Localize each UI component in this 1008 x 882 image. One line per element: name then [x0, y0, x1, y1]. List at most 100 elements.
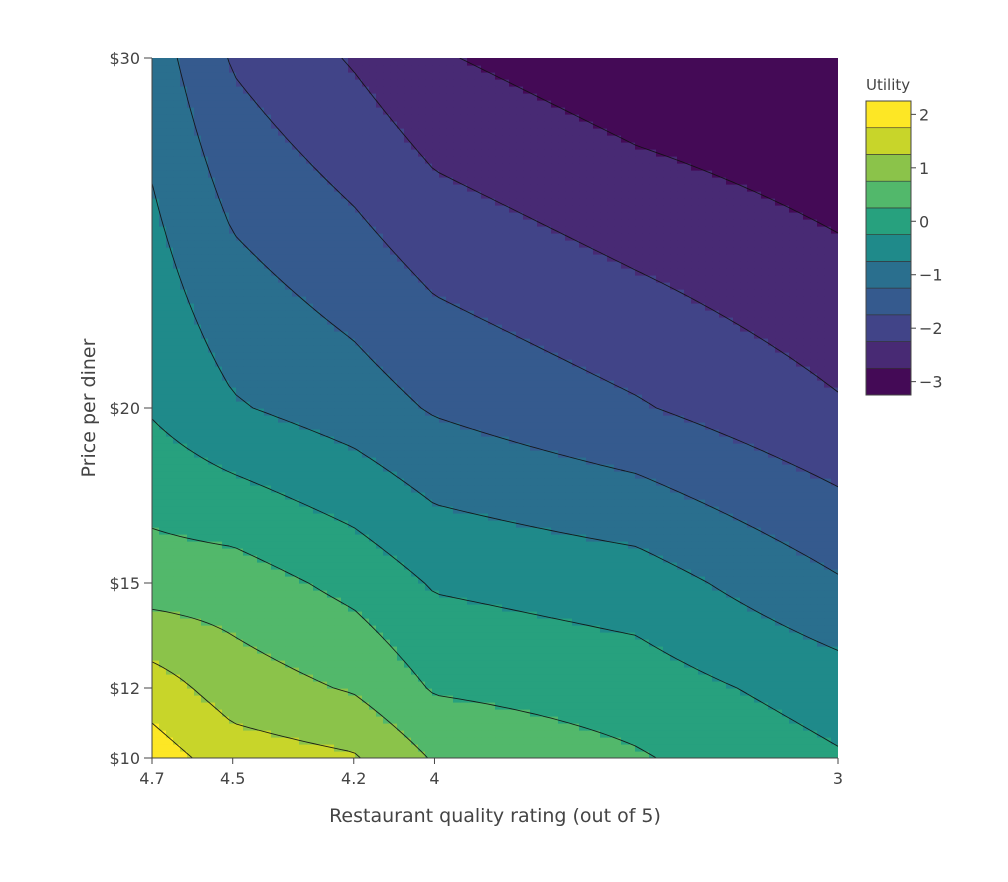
contour-cell [327, 751, 335, 758]
contour-cell [166, 429, 174, 437]
contour-cell [495, 730, 503, 738]
contour-cell [208, 541, 216, 549]
contour-cell [215, 639, 223, 647]
contour-cell [152, 492, 160, 500]
contour-cell [439, 716, 447, 724]
contour-cell [390, 695, 398, 703]
contour-cell [201, 576, 209, 584]
contour-cell [796, 583, 804, 591]
contour-cell [621, 555, 629, 563]
contour-cell [397, 464, 405, 472]
contour-cell [593, 408, 601, 416]
contour-cell [579, 555, 587, 563]
contour-cell [733, 443, 741, 451]
contour-cell [187, 457, 195, 465]
contour-cell [166, 548, 174, 556]
contour-cell [467, 576, 475, 584]
contour-cell [544, 744, 552, 752]
contour-cell [705, 569, 713, 577]
contour-cell [257, 492, 265, 500]
contour-cell [215, 618, 223, 626]
contour-cell [194, 548, 202, 556]
contour-cell [768, 576, 776, 584]
contour-cell [523, 604, 531, 612]
contour-cell [376, 548, 384, 556]
contour-cell [341, 660, 349, 668]
contour-cell [796, 415, 804, 423]
contour-cell [831, 646, 838, 654]
contour-cell [789, 604, 797, 612]
contour-cell [467, 695, 475, 703]
contour-cell [264, 695, 272, 703]
contour-cell [572, 681, 580, 689]
contour-cell [222, 499, 230, 507]
contour-cell [453, 520, 461, 528]
contour-cell [691, 429, 699, 437]
contour-cell [642, 520, 650, 528]
contour-cell [768, 513, 776, 521]
contour-cell [775, 604, 783, 612]
contour-cell [341, 632, 349, 640]
contour-cell [236, 485, 244, 493]
contour-cell [264, 702, 272, 710]
contour-cell [558, 471, 566, 479]
contour-cell [229, 688, 237, 696]
contour-cell [425, 534, 433, 542]
contour-cell [390, 611, 398, 619]
contour-cell [215, 401, 223, 409]
contour-cell [348, 506, 356, 514]
contour-cell [264, 688, 272, 696]
contour-cell [152, 590, 160, 598]
contour-cell [481, 597, 489, 605]
contour-cell [474, 527, 482, 535]
contour-cell [201, 401, 209, 409]
contour-cell [754, 408, 762, 416]
contour-cell [292, 464, 300, 472]
contour-cell [817, 415, 825, 423]
contour-cell [628, 702, 636, 710]
contour-cell [698, 520, 706, 528]
contour-cell [320, 534, 328, 542]
contour-cell [369, 611, 377, 619]
contour-cell [558, 618, 566, 626]
contour-cell [173, 625, 181, 633]
contour-cell [320, 611, 328, 619]
contour-cell [292, 653, 300, 661]
contour-cell [236, 751, 244, 758]
contour-cell [726, 576, 734, 584]
contour-cell [775, 695, 783, 703]
contour-cell [824, 541, 832, 549]
contour-cell [649, 408, 657, 416]
contour-cell [831, 443, 838, 451]
contour-cell [761, 534, 769, 542]
contour-cell [530, 492, 538, 500]
contour-cell [180, 485, 188, 493]
contour-cell [740, 653, 748, 661]
contour-cell [264, 604, 272, 612]
contour-cell [523, 751, 531, 758]
contour-cell [628, 597, 636, 605]
contour-cell [488, 534, 496, 542]
contour-cell [320, 653, 328, 661]
contour-cell [341, 688, 349, 696]
contour-cell [712, 499, 720, 507]
contour-cell [187, 576, 195, 584]
contour-cell [579, 562, 587, 570]
contour-cell [173, 436, 181, 444]
contour-cell [705, 548, 713, 556]
contour-cell [663, 716, 671, 724]
contour-cell [488, 737, 496, 745]
contour-cell [446, 709, 454, 717]
contour-cell [397, 478, 405, 486]
contour-cell [656, 422, 664, 430]
contour-cell [306, 478, 314, 486]
contour-cell [614, 737, 622, 745]
contour-cell [229, 730, 237, 738]
contour-cell [824, 499, 832, 507]
contour-cell [733, 674, 741, 682]
contour-cell [481, 541, 489, 549]
contour-cell [719, 681, 727, 689]
contour-cell [194, 415, 202, 423]
contour-cell [348, 716, 356, 724]
contour-cell [670, 583, 678, 591]
